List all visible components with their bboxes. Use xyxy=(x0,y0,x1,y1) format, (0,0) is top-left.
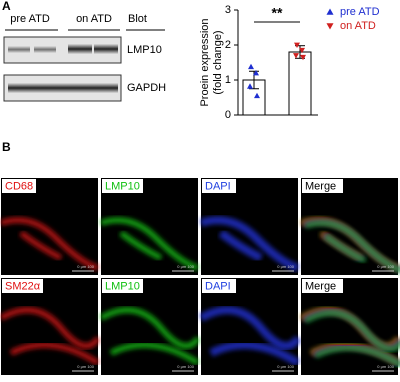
micrograph: SM22α 0 μm 100 xyxy=(1,278,98,375)
y-tick-label: 0 xyxy=(225,109,231,121)
band xyxy=(8,83,118,93)
scale-bar-label: 0 μm 100 xyxy=(77,364,95,369)
panel-label: B xyxy=(2,140,11,154)
micrograph: DAPI 0 μm 100 xyxy=(201,178,298,275)
y-axis-label: (fold change) xyxy=(212,30,224,94)
band-label: LMP10 xyxy=(127,44,162,56)
legend-marker xyxy=(327,23,334,29)
scale-bar-label: 0 μm 100 xyxy=(177,364,195,369)
image-label: Merge xyxy=(305,180,336,192)
image-label: SM22α xyxy=(5,280,41,292)
image-label: DAPI xyxy=(205,180,231,192)
blot-header: on ATD xyxy=(76,13,112,25)
image-label: LMP10 xyxy=(105,180,140,192)
scale-bar-label: 0 μm 100 xyxy=(277,364,295,369)
micrograph: Merge 0 μm 100 xyxy=(301,278,400,375)
bar xyxy=(289,52,311,115)
micrograph: Merge 0 μm 100 xyxy=(301,178,400,275)
significance: ** xyxy=(272,5,283,21)
panel-label: A xyxy=(2,0,11,13)
y-tick-label: 1 xyxy=(225,74,231,86)
micrograph: LMP10 0 μm 100 xyxy=(101,278,198,375)
band-label: GAPDH xyxy=(127,82,166,94)
band xyxy=(8,46,30,53)
scale-bar-label: 0 μm 100 xyxy=(77,264,95,269)
legend-label: on ATD xyxy=(340,20,376,32)
image-label: CD68 xyxy=(5,180,33,192)
micrograph: CD68 0 μm 100 xyxy=(1,178,98,275)
image-label: DAPI xyxy=(205,280,231,292)
y-axis-label: Proein expression xyxy=(199,18,211,106)
band xyxy=(34,46,56,53)
y-tick-label: 3 xyxy=(225,4,231,16)
scale-bar-label: 0 μm 100 xyxy=(377,264,395,269)
blot-header: pre ATD xyxy=(10,13,50,25)
legend-marker xyxy=(327,9,334,15)
point xyxy=(248,64,254,69)
blot-header: Blot xyxy=(128,13,147,25)
image-label: Merge xyxy=(305,280,336,292)
micrograph: LMP10 0 μm 100 xyxy=(101,178,198,275)
micrograph: DAPI 0 μm 100 xyxy=(201,278,298,375)
scale-bar-label: 0 μm 100 xyxy=(377,364,395,369)
image-label: LMP10 xyxy=(105,280,140,292)
legend-label: pre ATD xyxy=(340,6,380,18)
y-tick-label: 2 xyxy=(225,39,231,51)
scale-bar-label: 0 μm 100 xyxy=(277,264,295,269)
band xyxy=(68,44,92,54)
band xyxy=(94,44,118,54)
scale-bar-label: 0 μm 100 xyxy=(177,264,195,269)
